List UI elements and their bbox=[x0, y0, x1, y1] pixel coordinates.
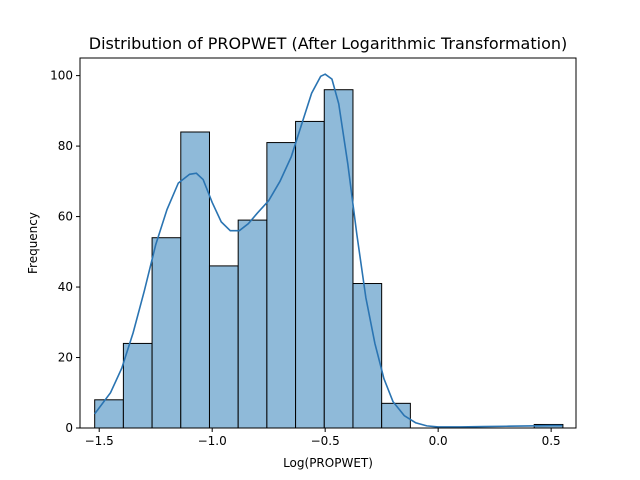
histogram-bars bbox=[94, 89, 564, 429]
x-axis-ticks: −1.5 −1.0 −0.5 0.0 0.5 bbox=[85, 428, 561, 448]
histogram-bar bbox=[122, 342, 153, 429]
histogram-bar bbox=[295, 120, 325, 429]
chart-title: Distribution of PROPWET (After Logarithm… bbox=[89, 34, 568, 53]
histogram-bar bbox=[266, 142, 297, 429]
y-axis-label: Frequency bbox=[26, 212, 40, 274]
x-tick-label: −0.5 bbox=[311, 434, 340, 448]
x-tick-label: −1.5 bbox=[85, 434, 114, 448]
histogram-bar bbox=[208, 265, 239, 429]
histogram-bar bbox=[180, 131, 210, 429]
y-tick-label: 40 bbox=[58, 280, 73, 294]
kde-line bbox=[94, 73, 563, 428]
y-tick-label: 100 bbox=[50, 69, 73, 83]
x-tick-label: 0.0 bbox=[429, 434, 448, 448]
y-axis-ticks: 0 20 40 60 80 100 bbox=[50, 69, 80, 435]
y-tick-label: 20 bbox=[58, 351, 73, 365]
histogram-bar bbox=[94, 399, 124, 429]
histogram-bar bbox=[237, 219, 268, 429]
histogram-bar bbox=[323, 89, 354, 429]
plot-frame bbox=[79, 57, 577, 429]
y-tick-label: 80 bbox=[58, 139, 73, 153]
x-axis-label: Log(PROPWET) bbox=[283, 456, 373, 470]
y-tick-label: 60 bbox=[58, 210, 73, 224]
y-tick-label: 0 bbox=[65, 421, 73, 435]
histogram-bar bbox=[381, 402, 411, 429]
x-tick-label: −1.0 bbox=[198, 434, 227, 448]
x-tick-label: 0.5 bbox=[542, 434, 561, 448]
histogram-bar bbox=[151, 237, 182, 429]
